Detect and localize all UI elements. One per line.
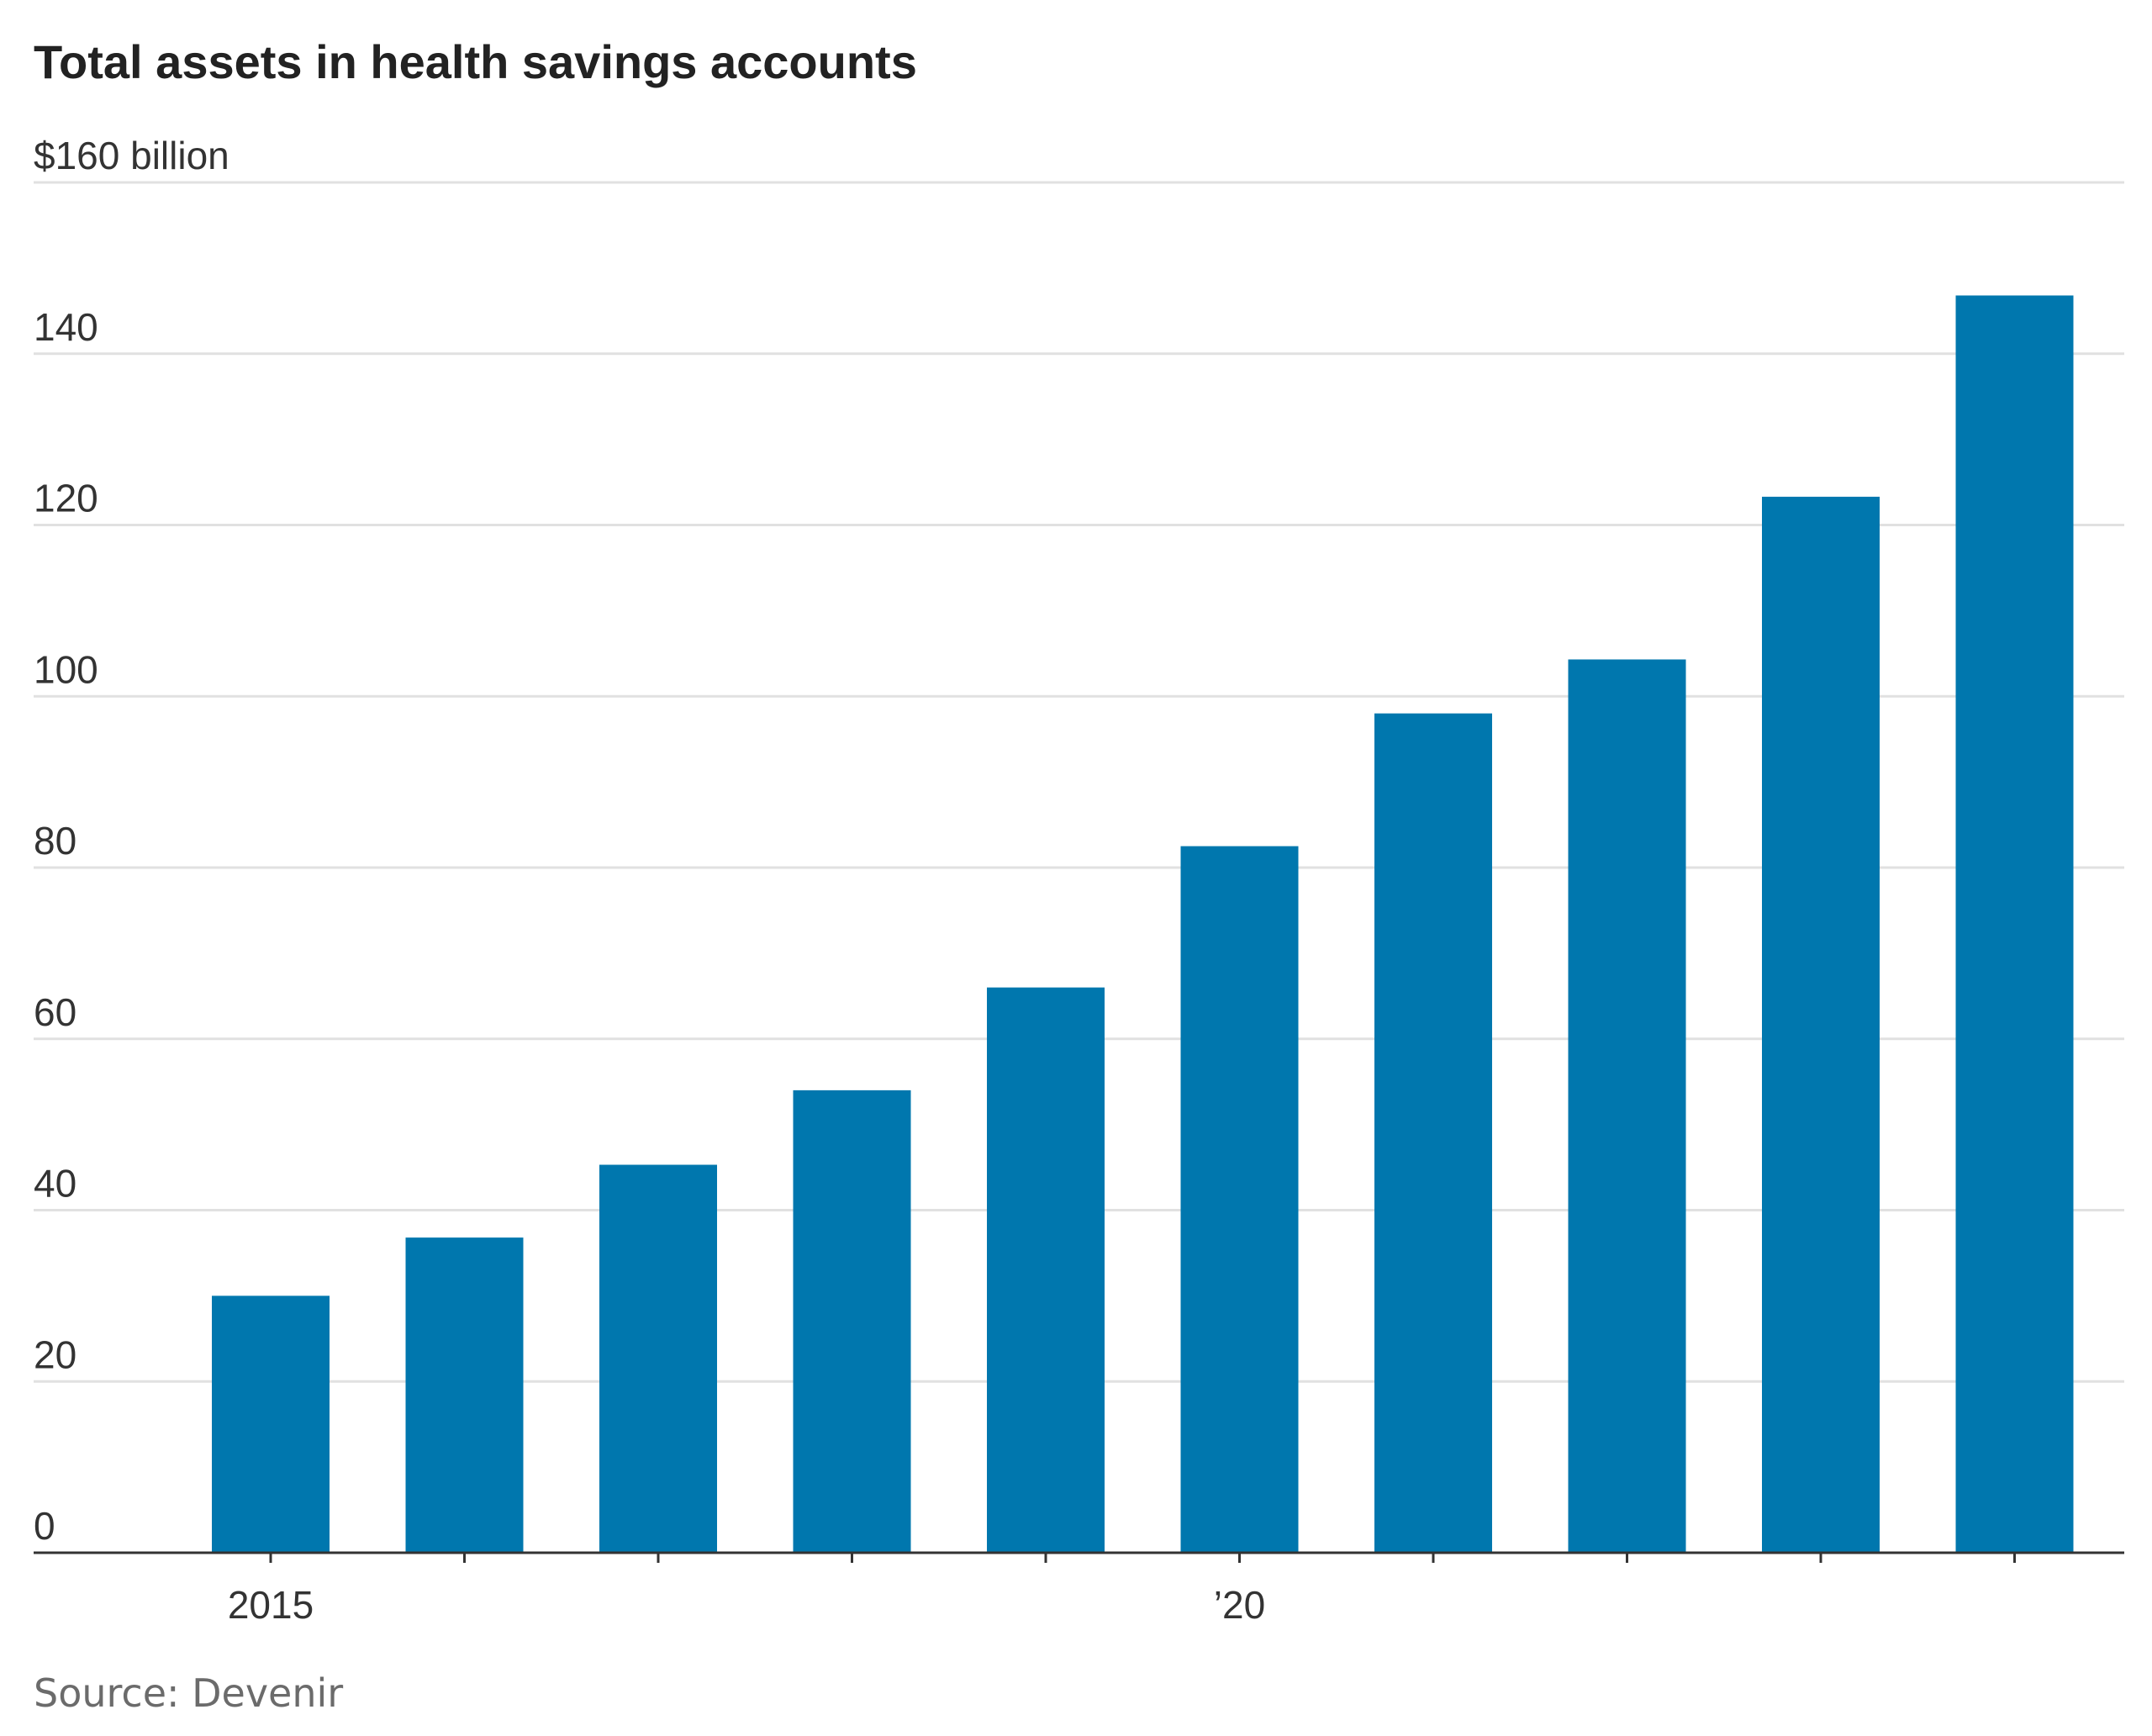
- bar-2020: [1180, 846, 1299, 1553]
- y-tick-label: 0: [34, 1504, 55, 1548]
- bar-2022: [1568, 659, 1686, 1553]
- x-tick-label: ’20: [1214, 1583, 1265, 1627]
- source-note: Source: Devenir: [34, 1670, 343, 1716]
- chart-title: Total assets in health savings accounts: [34, 35, 917, 88]
- bar-2018: [793, 1090, 911, 1553]
- y-tick-label: 140: [34, 305, 98, 349]
- x-tick-label: 2015: [228, 1583, 314, 1627]
- bar-2017: [599, 1164, 717, 1553]
- y-tick-label: 120: [34, 477, 98, 520]
- y-axis-labels: 0 20 40 60 80 100 120 140 $160 billion: [34, 134, 229, 1548]
- bar-2015: [212, 1295, 330, 1553]
- y-tick-label: 60: [34, 990, 76, 1034]
- bar-2019: [987, 987, 1105, 1553]
- y-tick-label: 80: [34, 819, 76, 863]
- y-tick-label: 100: [34, 647, 98, 691]
- bar-2023: [1762, 496, 1880, 1553]
- x-axis-labels: 2015 ’20: [228, 1583, 1265, 1627]
- y-tick-label: 40: [34, 1162, 76, 1206]
- bar-2024: [1955, 295, 2074, 1554]
- y-tick-label: 20: [34, 1332, 76, 1376]
- bar-2021: [1374, 713, 1492, 1553]
- bars: [212, 295, 2074, 1554]
- x-axis-ticks: [269, 1553, 2016, 1563]
- y-axis-unit-label: $160 billion: [34, 134, 229, 177]
- bar-2016: [405, 1237, 524, 1553]
